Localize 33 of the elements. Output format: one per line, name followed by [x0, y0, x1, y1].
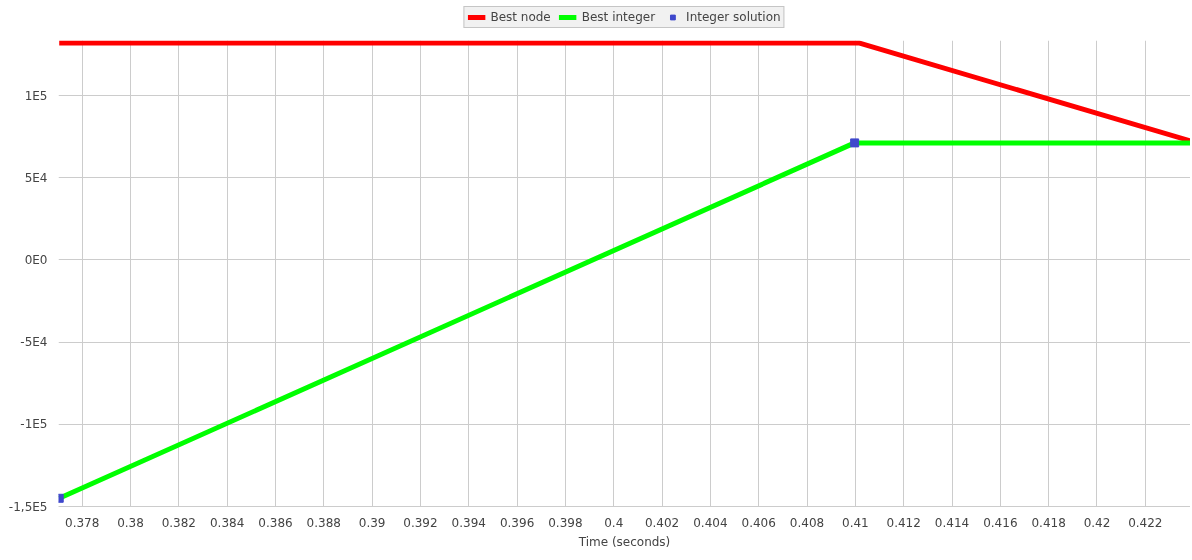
x-tick-label: 0.382 — [161, 515, 197, 530]
x-tick-label: 0.388 — [306, 515, 341, 530]
x-tick-label: 0.38 — [117, 515, 144, 530]
x-tick-label: 0.408 — [789, 515, 825, 530]
x-tick-label: 0.42 — [1083, 515, 1111, 530]
y-tick-label: 1E5 — [24, 88, 48, 103]
legend-label: Best integer — [581, 10, 656, 24]
x-tick-label: 0.414 — [934, 515, 970, 530]
x-tick-label: 0.406 — [741, 515, 776, 530]
x-tick-label: 0.416 — [983, 515, 1018, 530]
x-tick-label: 0.39 — [358, 515, 386, 530]
y-tick-label: 0E0 — [24, 252, 48, 267]
y-tick-label: -1,5E5 — [8, 499, 48, 514]
x-tick-label: 0.378 — [65, 515, 100, 530]
x-tick-label: 0.422 — [1128, 515, 1163, 530]
x-tick-label: 0.4 — [604, 515, 624, 530]
x-tick-label: 0.396 — [499, 515, 535, 530]
x-tick-label: 0.384 — [209, 515, 245, 530]
legend-label: Best node — [490, 10, 551, 24]
x-tick-label: 0.402 — [644, 515, 680, 530]
x-tick-label: 0.418 — [1031, 515, 1066, 530]
x-tick-label: 0.41 — [842, 515, 869, 530]
x-tick-label: 0.412 — [886, 515, 921, 530]
x-axis-title: Time (seconds) — [577, 534, 671, 549]
y-tick-label: 5E4 — [24, 170, 48, 185]
x-tick-label: 0.398 — [548, 515, 583, 530]
x-tick-label: 0.404 — [693, 515, 728, 530]
y-tick-label: -1E5 — [20, 417, 48, 432]
x-tick-label: 0.392 — [403, 515, 438, 530]
legend-label: Integer solution — [686, 10, 781, 24]
x-tick-label: 0.386 — [258, 515, 293, 530]
y-tick-label: -5E4 — [20, 335, 48, 350]
x-tick-label: 0.394 — [451, 515, 486, 530]
